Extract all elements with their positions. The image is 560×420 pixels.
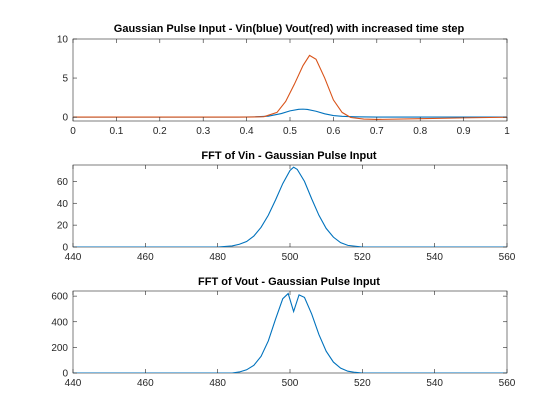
subplot-2-plot: 440 460 480 500 520 540 560 0 20 40 60 xyxy=(57,165,516,263)
subplot-2-xtick-label: 480 xyxy=(209,252,226,263)
subplot-3-series-1 xyxy=(73,292,507,373)
subplot-1-xtick-label: 0.8 xyxy=(413,126,427,137)
subplot-3-ytick-label: 0 xyxy=(62,369,68,380)
subplot-2-ytick-label: 40 xyxy=(57,199,69,210)
subplot-3: FFT of Vout - Gaussian Pulse Input 440 46… xyxy=(51,276,515,389)
subplot-3-xtick-label: 480 xyxy=(209,378,226,389)
subplot-1-series-2 xyxy=(73,54,507,120)
subplot-3-plot: 440 460 480 500 520 540 560 0 200 400 600 xyxy=(51,291,516,389)
subplot-3-ytick-label: 400 xyxy=(51,317,68,328)
subplot-2-axes xyxy=(72,164,508,248)
subplot-1-xtick-label: 0.9 xyxy=(457,126,471,137)
subplot-1-xtick-label: 0.1 xyxy=(109,126,123,137)
subplot-1-xtick-label: 1 xyxy=(504,126,510,137)
subplot-1-xtick-label: 0.2 xyxy=(153,126,167,137)
subplot-2-xtick-label: 460 xyxy=(137,252,154,263)
subplot-2-ytick-label: 0 xyxy=(62,243,68,254)
subplot-3-xtick-label: 520 xyxy=(354,378,371,389)
subplot-3-xtick-label: 440 xyxy=(65,378,82,389)
subplot-2-ytick-label: 60 xyxy=(57,177,69,188)
subplot-3-xtick-label: 560 xyxy=(499,378,516,389)
subplot-2-title: FFT of Vin - Gaussian Pulse Input xyxy=(201,150,377,162)
subplot-3-xtick-label: 460 xyxy=(137,378,154,389)
subplot-1-xtick-label: 0.3 xyxy=(196,126,210,137)
subplot-2-xtick-label: 560 xyxy=(499,252,516,263)
subplot-1-xtick-label: 0.4 xyxy=(240,126,254,137)
subplot-1-ytick-label: 0 xyxy=(62,113,68,124)
subplot-1-xtick-label: 0.6 xyxy=(326,126,340,137)
subplot-1-axes xyxy=(72,38,508,122)
subplot-3-axes xyxy=(72,290,508,374)
subplot-2-ytick-label: 20 xyxy=(57,221,69,232)
subplot-3-title: FFT of Vout - Gaussian Pulse Input xyxy=(198,276,380,288)
subplot-1-xtick-label: 0.7 xyxy=(370,126,384,137)
subplot-3-xtick-label: 500 xyxy=(282,378,299,389)
subplot-1-xtick-label: 0 xyxy=(70,126,76,137)
subplot-2-xtick-label: 520 xyxy=(354,252,371,263)
subplot-2-xtick-label: 440 xyxy=(65,252,82,263)
subplot-1-ytick-label: 10 xyxy=(57,35,69,46)
subplot-1-title: Gaussian Pulse Input - Vin(blue) Vout(re… xyxy=(114,23,465,35)
subplot-2: FFT of Vin - Gaussian Pulse Input 440 460… xyxy=(57,150,516,263)
subplot-3-ytick-label: 200 xyxy=(51,343,68,354)
subplot-1-ytick-label: 5 xyxy=(62,74,68,85)
subplot-1-xtick-label: 0.5 xyxy=(283,126,297,137)
subplot-2-xtick-label: 540 xyxy=(426,252,443,263)
subplot-3-ytick-label: 600 xyxy=(51,292,68,303)
subplot-3-xtick-label: 540 xyxy=(426,378,443,389)
subplot-1: Gaussian Pulse Input - Vin(blue) Vout(re… xyxy=(57,23,510,137)
subplot-2-xtick-label: 500 xyxy=(282,252,299,263)
subplot-2-series-1 xyxy=(73,166,507,247)
